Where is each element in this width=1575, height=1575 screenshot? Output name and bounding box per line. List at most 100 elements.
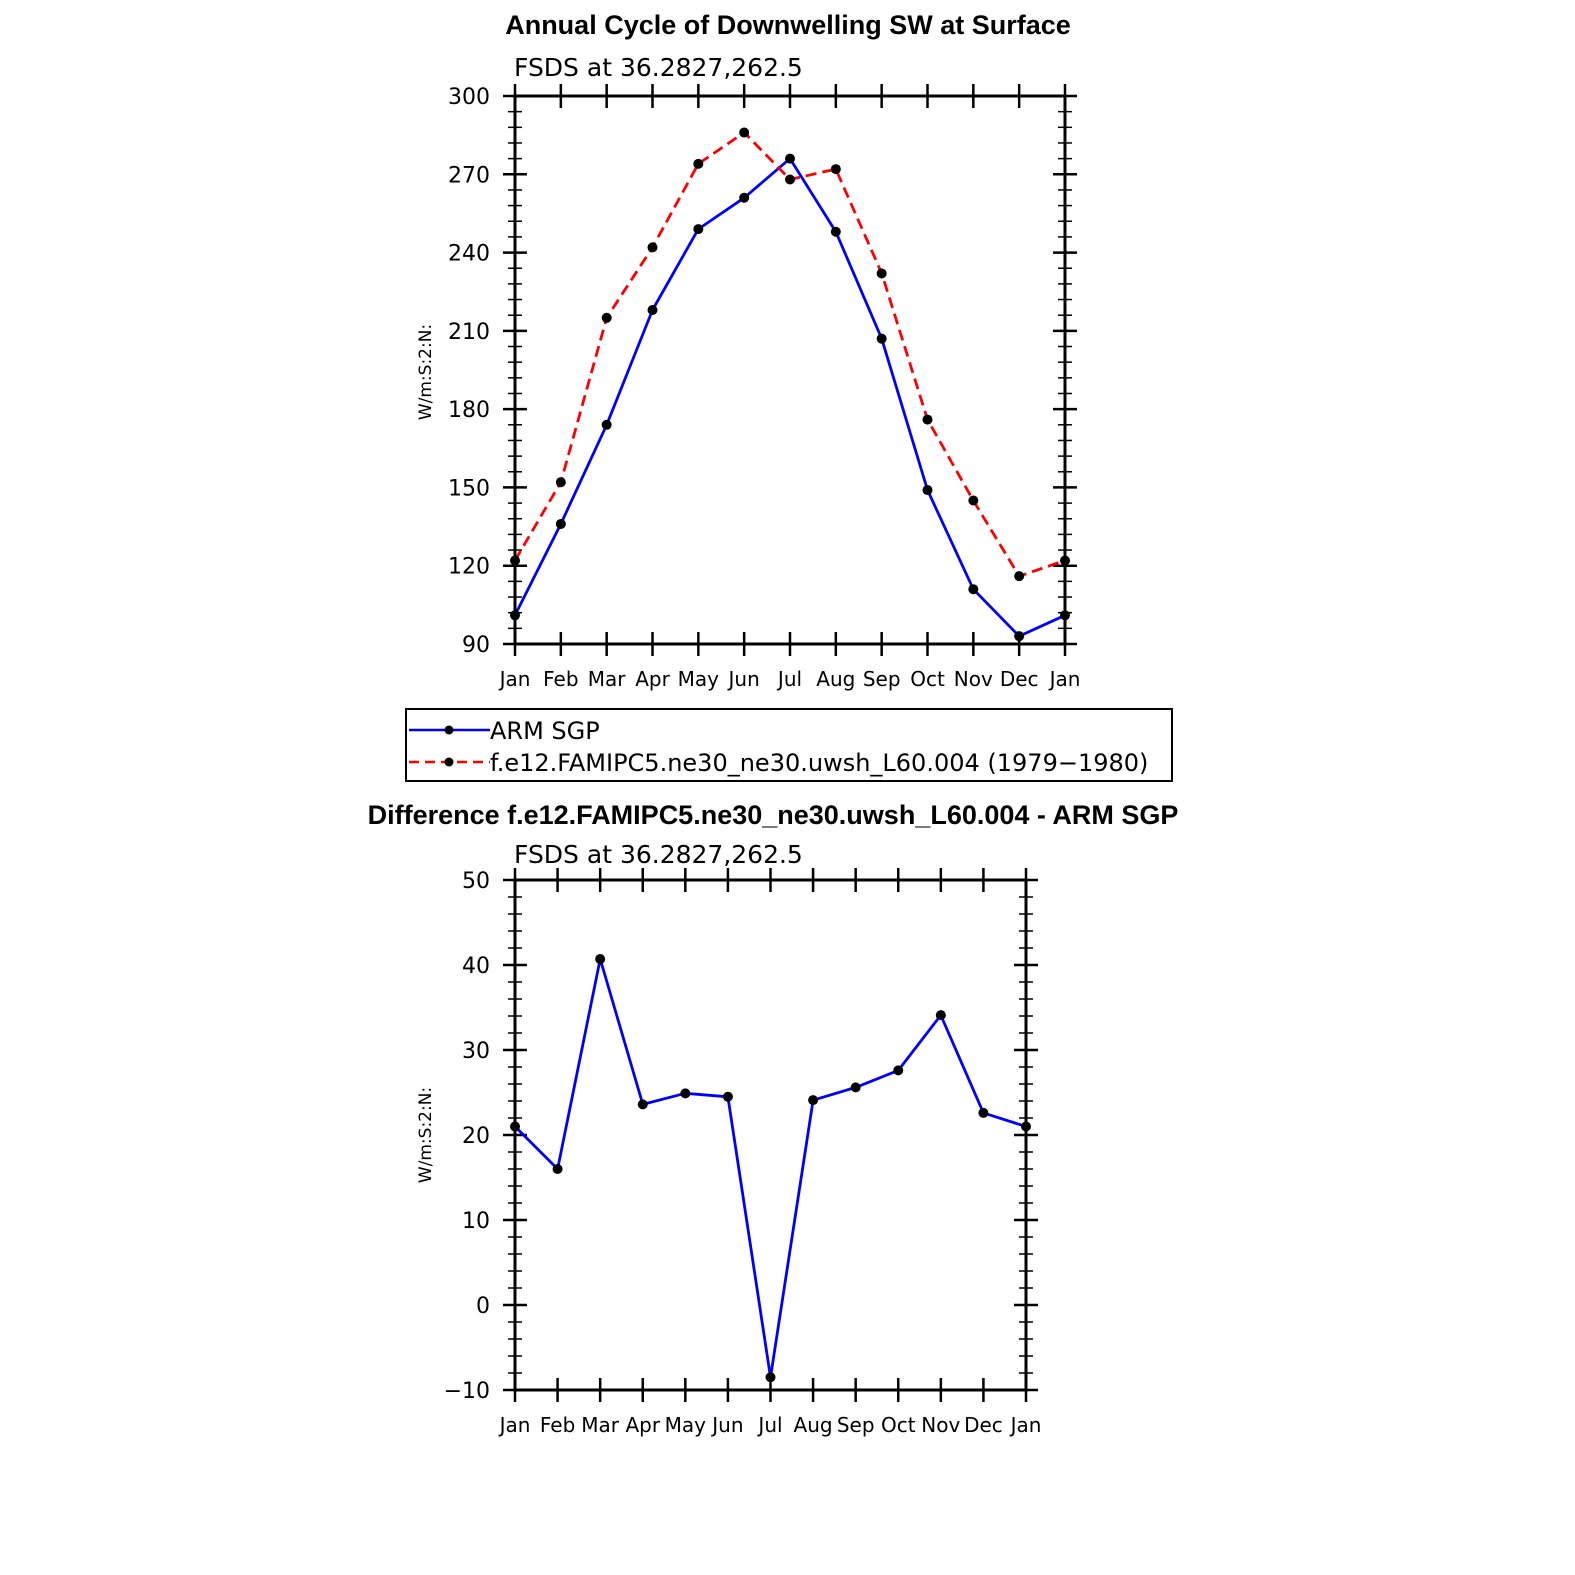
chart1-frame [513, 94, 1067, 646]
c2-series-0-point [850, 1082, 861, 1093]
legend-box [405, 708, 1173, 782]
c1-xtick-label: Jun [727, 667, 760, 691]
c1-series-1-point [555, 477, 566, 488]
c1-series-1-point [922, 414, 933, 425]
c1-xtick-label: Feb [543, 667, 578, 691]
c2-xtick-label: Oct [881, 1413, 916, 1437]
c1-ytick-label: 150 [448, 476, 490, 501]
c2-series-0-point [765, 1372, 776, 1383]
c1-xtick-label: Mar [588, 667, 627, 691]
c1-xtick-label: Aug [816, 667, 855, 691]
c2-series-0-point [935, 1010, 946, 1021]
c1-xtick-label: Nov [954, 667, 993, 691]
legend-marker-model [444, 757, 454, 767]
difference-chart: Difference f.e12.FAMIPC5.ne30_ne30.uwsh_… [368, 800, 1179, 1437]
c1-xtick-label: Dec [1000, 667, 1039, 691]
legend-label-model: f.e12.FAMIPC5.ne30_ne30.uwsh_L60.004 (19… [490, 749, 1148, 777]
c1-xtick-label: May [678, 667, 720, 691]
c2-series-0-point [680, 1088, 691, 1099]
c2-ytick-label: 20 [462, 1124, 490, 1149]
chart1-title: Annual Cycle of Downwelling SW at Surfac… [505, 10, 1071, 40]
c1-series-line-1 [513, 131, 1066, 578]
c2-xtick-label: Aug [794, 1413, 833, 1437]
c1-series-1-point [739, 127, 750, 138]
c1-xtick-label: Oct [910, 667, 945, 691]
c2-series-0-point [595, 954, 606, 965]
chart1-ylabel: W/m:S:2:N: [416, 324, 436, 420]
legend-label-arm: ARM SGP [490, 717, 600, 745]
c1-ytick-label: 120 [448, 555, 490, 580]
c1-xtick-label: Jul [776, 667, 802, 691]
c1-series-1-point [601, 312, 612, 323]
c2-series-0-point [637, 1099, 648, 1110]
c2-series-line-0 [514, 957, 1027, 1379]
c1-ytick-label: 240 [448, 242, 490, 267]
legend-entry-arm: ARM SGP [409, 717, 600, 745]
legend-entry-model: f.e12.FAMIPC5.ne30_ne30.uwsh_L60.004 (19… [409, 749, 1148, 777]
c2-series-0-point [808, 1095, 819, 1106]
c2-xtick-label: May [665, 1413, 707, 1437]
c2-xtick-label: Dec [964, 1413, 1003, 1437]
c1-series-0-point [876, 333, 887, 344]
c1-series-1-point [785, 174, 795, 185]
c1-xtick-label: Apr [635, 667, 670, 691]
c2-series-0-point [552, 1164, 563, 1174]
c1-series-0-point [968, 584, 979, 595]
c1-series-0-point [601, 419, 612, 430]
chart1-subtitle: FSDS at 36.2827,262.5 [514, 53, 803, 82]
chart2-subtitle: FSDS at 36.2827,262.5 [514, 840, 803, 869]
c2-xtick-label: Sep [837, 1413, 875, 1437]
c1-xtick-label: Jan [498, 667, 531, 691]
c2-series-0-point [893, 1065, 904, 1076]
c1-series-1-point [876, 268, 887, 279]
c1-series-0-point [785, 153, 795, 164]
c2-ytick-label: 10 [462, 1209, 490, 1234]
chart2-axes: −10 0 10 20 30 40 50 Jan Feb Mar Apr May Jun Jul Aug Se… [444, 868, 1042, 1437]
c1-ytick-label: 180 [448, 398, 490, 423]
c2-ytick-label: 30 [462, 1039, 490, 1064]
chart1-axes: 90 120 150 180 210 240 270 300 Jan Feb Mar Apr May Ju… [448, 84, 1080, 691]
c1-series-1-point [830, 164, 841, 175]
legend-marker-arm [444, 725, 454, 735]
c1-ytick-label: 270 [448, 163, 490, 188]
c2-series-0-point [722, 1091, 733, 1102]
c2-ytick-label: 50 [462, 869, 490, 894]
c1-series-1-point [968, 495, 979, 506]
chart2-ylabel: W/m:S:2:N: [416, 1087, 436, 1183]
c1-series-1-point [1014, 571, 1025, 582]
chart2-title: Difference f.e12.FAMIPC5.ne30_ne30.uwsh_… [368, 800, 1179, 830]
c1-series-1-point [647, 242, 658, 253]
c1-series-0-point [647, 304, 658, 315]
c1-series-0-point [1014, 631, 1025, 642]
c2-xtick-label: Jan [1009, 1413, 1042, 1437]
c2-xtick-label: Mar [581, 1413, 620, 1437]
c1-series-0-point [739, 192, 750, 203]
chart2-series [510, 954, 1031, 1383]
c1-series-line-0 [513, 157, 1066, 638]
c1-ytick-label: 300 [448, 85, 490, 110]
c2-xtick-label: Jul [756, 1413, 782, 1437]
c1-xtick-label: Sep [863, 667, 901, 691]
legend: ARM SGP f.e12.FAMIPC5.ne30_ne30.uwsh_L60… [405, 708, 1173, 782]
c2-ytick-label: 0 [476, 1294, 490, 1319]
c1-series-0-point [922, 485, 933, 496]
c2-xtick-label: Apr [625, 1413, 660, 1437]
chart2-frame [513, 878, 1028, 1392]
c1-xtick-label: Jan [1048, 667, 1081, 691]
c2-xtick-label: Feb [540, 1413, 575, 1437]
c2-xtick-label: Jan [498, 1413, 531, 1437]
c1-ytick-label: 90 [462, 633, 490, 658]
c2-xtick-label: Nov [921, 1413, 960, 1437]
c2-series-0-point [978, 1107, 989, 1118]
c2-xtick-label: Jun [710, 1413, 743, 1437]
annual-cycle-chart: Annual Cycle of Downwelling SW at Surfac… [416, 10, 1080, 691]
c2-ytick-label: 40 [462, 954, 490, 979]
c1-series-1-point [693, 158, 704, 169]
c1-series-0-point [830, 226, 841, 237]
chart1-series [510, 127, 1070, 642]
c1-series-0-point [693, 224, 704, 235]
c1-series-0-point [555, 518, 566, 529]
c1-ytick-label: 210 [448, 320, 490, 345]
c2-ytick-label: −10 [444, 1379, 490, 1404]
